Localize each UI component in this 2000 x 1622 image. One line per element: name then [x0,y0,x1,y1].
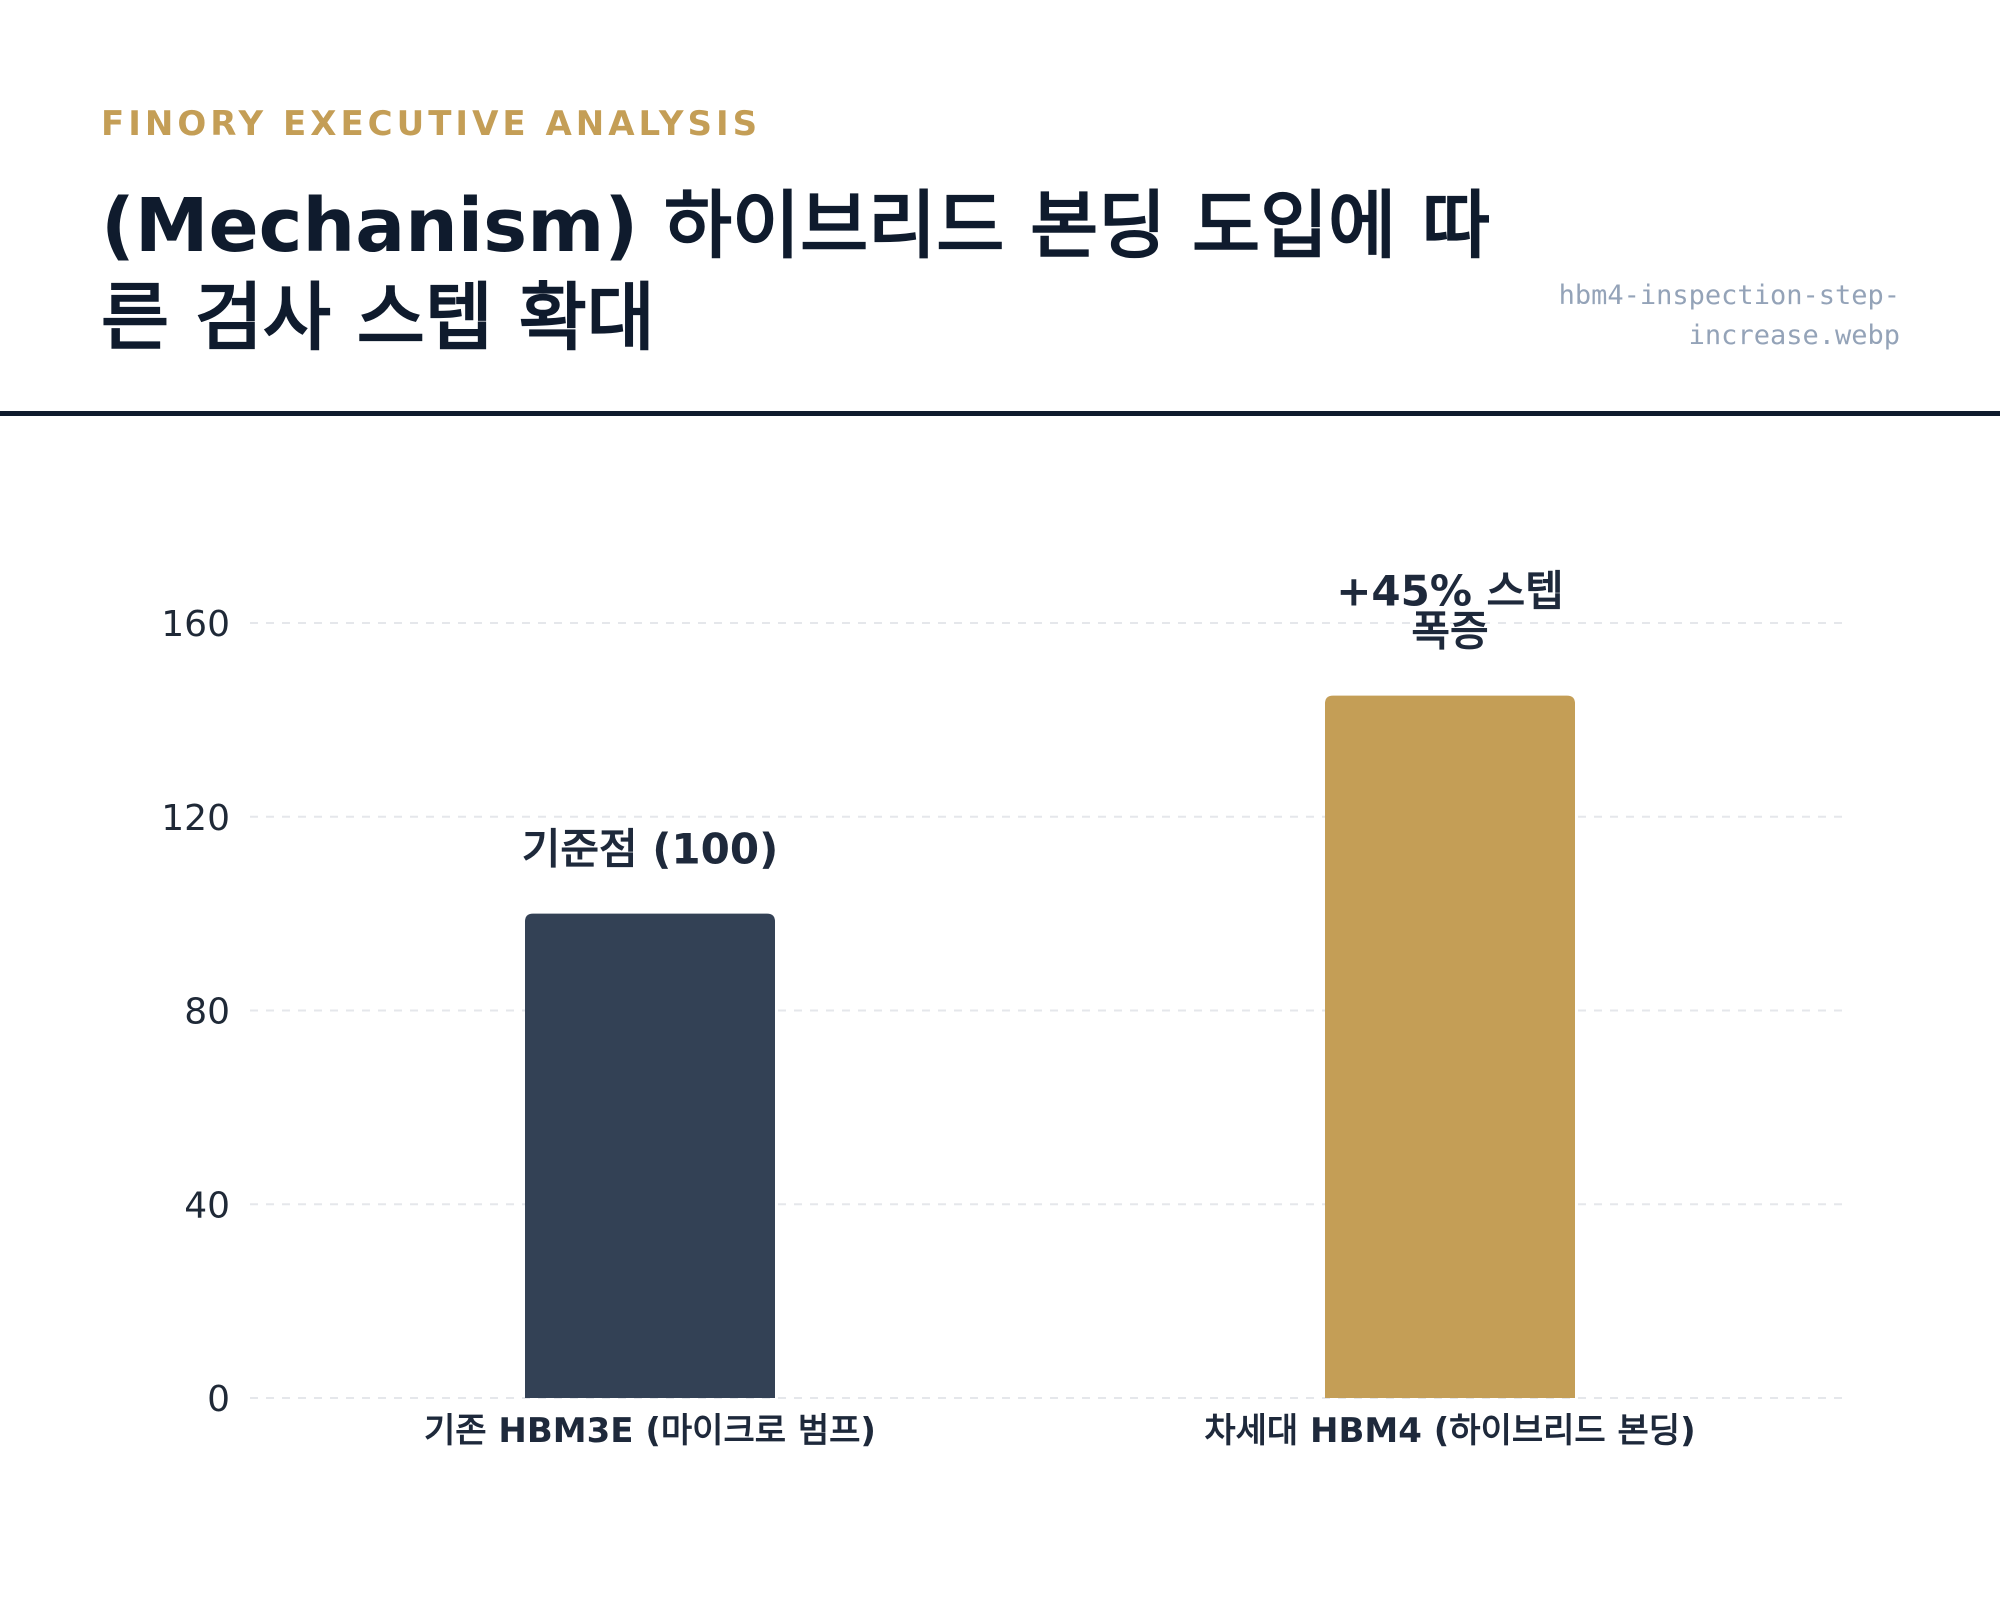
y-tick-label: 0 [207,1379,230,1420]
bar [1325,695,1575,1398]
bar-data-label: 기준점 (100) [522,825,779,874]
x-axis-categories: 기존 HBM3E (마이크로 범프) 차세대 HBM4 (하이브리드 본딩) [424,1411,1696,1451]
bar [525,913,775,1398]
bar-data-label: +45% 스텝 [1336,567,1564,616]
bar-data-label: 폭증 [1411,607,1488,656]
bars [525,695,1575,1398]
filename-label: hbm4-inspection-step-increase.webp [1558,280,1900,351]
y-tick-label: 160 [161,604,230,645]
x-category-label: 차세대 HBM4 (하이브리드 본딩) [1204,1411,1695,1451]
grid-lines [250,622,1848,1399]
eyebrow-label: FINORY EXECUTIVE ANALYSIS [101,104,762,144]
y-axis-ticks: 0 40 80 120 160 [161,604,230,1420]
x-category-label: 기존 HBM3E (마이크로 범프) [424,1411,876,1451]
y-tick-label: 80 [184,992,230,1033]
y-tick-label: 40 [184,1185,230,1226]
page-title: (Mechanism) 하이브리드 본딩 도입에 따른 검사 스텝 확대 [101,183,1491,361]
y-tick-label: 120 [161,798,230,839]
header: FINORY EXECUTIVE ANALYSIS (Mechanism) 하이… [0,0,2000,416]
